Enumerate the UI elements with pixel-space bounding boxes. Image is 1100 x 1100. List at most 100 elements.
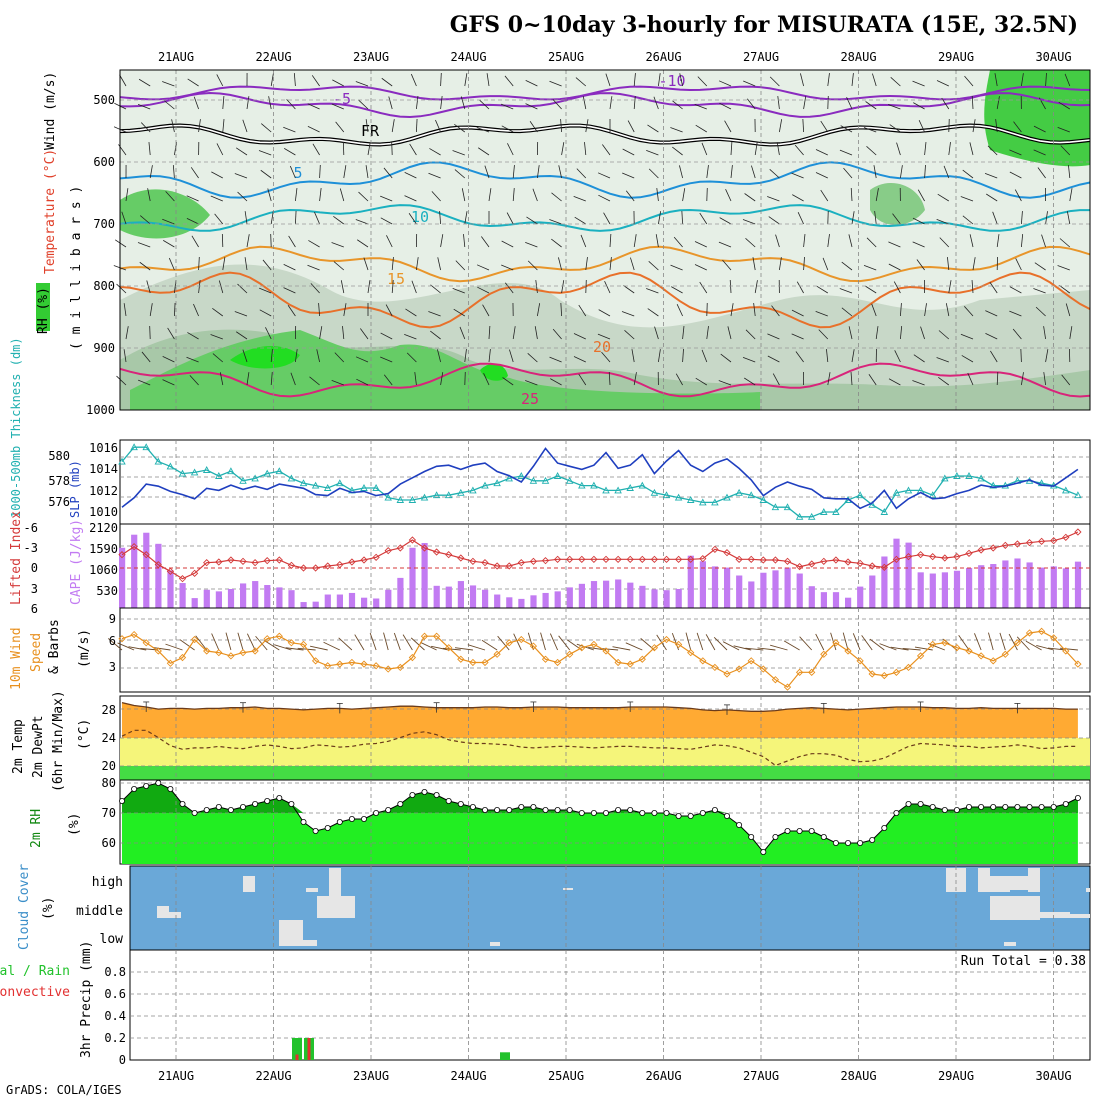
cloud-block <box>990 896 1040 920</box>
li-point <box>614 555 622 563</box>
cloud-axis-label: Cloud Cover <box>17 864 32 950</box>
date-label-bottom: 21AUG <box>158 1069 194 1083</box>
run-total-label: Run Total = 0.38 <box>961 954 1086 969</box>
cape-bar <box>131 534 138 608</box>
wind10m-barb <box>323 641 340 651</box>
wind-barb <box>365 119 369 133</box>
wind-barb <box>795 351 804 363</box>
wind-barb <box>380 356 393 363</box>
wind-barb <box>270 211 274 225</box>
wind-barb <box>936 357 949 363</box>
wind-barb <box>552 99 562 110</box>
wind-barb <box>149 325 151 340</box>
wind-speed-point <box>965 647 973 655</box>
cloud-block <box>490 942 500 946</box>
wind-barb <box>843 167 853 179</box>
wind-barb <box>694 264 707 271</box>
wind10m-barb <box>999 632 1006 651</box>
thickness-point <box>1074 491 1082 499</box>
wind-barb <box>779 119 783 133</box>
wind-barb <box>851 349 855 363</box>
thickness-point <box>263 469 271 477</box>
wind-unit-label: (m/s) <box>77 629 92 668</box>
li-point <box>578 555 586 563</box>
wind-speed-point <box>336 660 344 668</box>
cloud-block <box>301 940 317 946</box>
chart-title: GFS 0~10day 3-hourly for MISURATA (15E, … <box>450 12 1078 38</box>
wind-barb <box>186 195 199 202</box>
wind-barb <box>270 349 273 363</box>
cape-bar <box>227 588 235 608</box>
wind-barb <box>440 234 444 248</box>
date-label-top: 23AUG <box>353 50 389 64</box>
wind-barb <box>822 257 829 271</box>
temperature-contours: -10 -5 FR 5 10 15 20 25 <box>119 72 1091 408</box>
wind-barb <box>803 234 806 248</box>
li-point <box>1001 541 1009 549</box>
rh-point <box>808 828 815 835</box>
wind-speed-point <box>1062 647 1070 655</box>
y-tick-label: 576 <box>48 495 70 509</box>
thickness-point <box>493 479 501 487</box>
wind-barb <box>311 75 320 87</box>
li-point <box>844 558 852 566</box>
wind-barb <box>383 374 393 386</box>
li-point <box>941 554 949 562</box>
wind-barb <box>551 238 562 248</box>
wind-barb <box>1009 310 1022 317</box>
thickness-point <box>807 512 816 520</box>
thickness-point <box>287 474 296 482</box>
wind-speed-point <box>989 657 997 665</box>
wind-speed-point <box>118 635 126 643</box>
thickness-point <box>505 474 513 482</box>
wind-barb <box>295 349 298 363</box>
rh-unit-label: (%) <box>67 813 82 836</box>
wind10m-barb <box>354 634 365 651</box>
wind10m-panel: 10m Wind Speed & Barbs (m/s) <box>9 607 1091 693</box>
cape-bar <box>990 564 997 608</box>
wind-speed-point <box>517 635 525 644</box>
wind10m-barb <box>1025 640 1042 651</box>
wind10m-barb <box>600 647 619 651</box>
cloud-block <box>1010 876 1028 890</box>
thickness-point <box>686 496 695 503</box>
cape-bar <box>1002 560 1009 608</box>
wind-speed-point <box>626 660 634 668</box>
li-point <box>590 555 598 563</box>
li-point <box>493 562 501 570</box>
wind10m-barb <box>107 638 123 651</box>
cape-bar <box>191 598 198 608</box>
wind-barb <box>694 103 707 110</box>
wind10m-barb <box>1047 647 1066 651</box>
wind-barb <box>193 303 199 317</box>
y-tick-label: 20 <box>102 759 116 773</box>
cape-bar <box>469 585 477 608</box>
upper-air-panel: -10 -5 FR 5 10 15 20 25 500 600 700 800 900 1000 RH … <box>36 69 1091 417</box>
cape-bar <box>288 590 295 608</box>
wind-barb <box>863 265 877 271</box>
rh-area-high-fill <box>122 783 1078 813</box>
wind-barb <box>866 146 877 156</box>
li-point <box>832 556 840 564</box>
rh-point <box>639 810 646 817</box>
wind-barb <box>454 169 466 179</box>
thickness-point <box>578 481 586 489</box>
cape-bar <box>240 583 247 608</box>
upper-wind-barbs <box>113 72 1073 386</box>
wind-barb <box>938 330 950 340</box>
wind-barb <box>246 372 250 386</box>
temp-axis-label-a: 2m Temp <box>11 719 26 774</box>
wind10m-barb <box>770 644 788 651</box>
li-point <box>856 559 864 567</box>
wind-speed-point <box>687 649 695 657</box>
wind10m-barb <box>481 639 498 651</box>
wind-barb <box>598 309 611 317</box>
wind-barb <box>816 285 829 294</box>
wind10m-barb <box>612 646 631 651</box>
thickness-point <box>735 488 743 496</box>
wind-barb <box>409 143 417 156</box>
thickness-point <box>311 481 320 489</box>
rh2m-panel: 2m RH (%) <box>29 779 1091 865</box>
wind-barb <box>334 352 345 363</box>
wind-grid <box>120 608 1090 692</box>
